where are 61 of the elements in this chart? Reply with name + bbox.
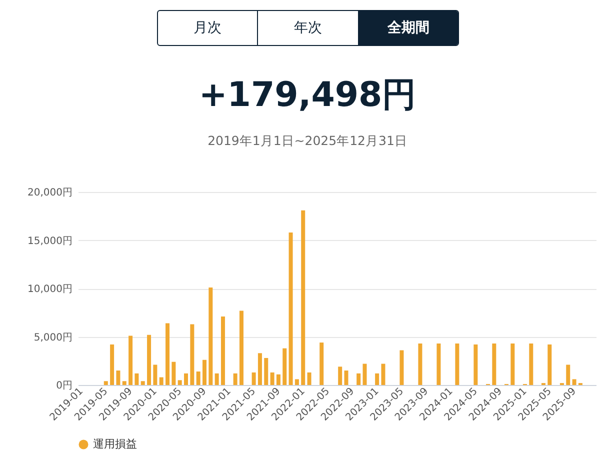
bar (455, 344, 460, 385)
bar (400, 350, 404, 385)
bar (375, 373, 380, 385)
bar (202, 360, 206, 385)
bar (270, 372, 274, 385)
bar (140, 381, 145, 385)
bar (258, 353, 262, 385)
bar (252, 372, 256, 385)
chart-title: +179,498円 (198, 74, 418, 117)
bar (474, 344, 478, 385)
bar (190, 324, 194, 385)
bar (239, 310, 244, 385)
bar (566, 364, 570, 385)
y-tick-label: 10,000円 (28, 284, 72, 295)
text: 全期間 (358, 11, 458, 45)
bar (320, 342, 324, 385)
bar (276, 374, 280, 385)
bar (344, 370, 348, 385)
y-tick-label: 15,000円 (28, 236, 72, 247)
bar (492, 344, 496, 385)
text: 月次 (192, 19, 223, 38)
bar (233, 373, 238, 385)
bar (128, 336, 133, 385)
bar (122, 381, 126, 385)
bar (220, 316, 225, 385)
text: 年次 (257, 11, 358, 45)
bar (214, 373, 219, 385)
bar (356, 373, 361, 385)
bar (548, 344, 552, 385)
bar (184, 373, 188, 385)
bar (436, 344, 441, 385)
bar (110, 344, 114, 385)
y-tick-label: 5,000円 (34, 332, 72, 344)
bar (134, 373, 139, 385)
bar (418, 344, 422, 385)
bar (338, 366, 342, 385)
bar (381, 364, 386, 385)
bar (153, 364, 158, 385)
bar (147, 334, 152, 385)
bar (172, 362, 176, 385)
bar (301, 210, 306, 385)
bar (264, 358, 268, 385)
bar (510, 344, 515, 385)
bar (282, 348, 287, 385)
chart-subtitle: 2019年1月1日~2025年12月31日 (206, 133, 408, 150)
bar (159, 377, 164, 385)
bar (166, 323, 170, 385)
bar (288, 232, 293, 385)
bar (196, 371, 200, 385)
legend-label: 運用損益 (93, 438, 137, 450)
bar (208, 288, 213, 385)
bar (529, 344, 534, 385)
bar (294, 379, 299, 385)
bar (572, 379, 576, 385)
y-tick-label: 0円 (56, 380, 72, 392)
y-tick-label: 20,000円 (28, 188, 72, 198)
bar (178, 380, 182, 385)
bar (116, 370, 120, 385)
bar (307, 372, 312, 385)
bar (104, 381, 108, 385)
bar (362, 364, 367, 385)
